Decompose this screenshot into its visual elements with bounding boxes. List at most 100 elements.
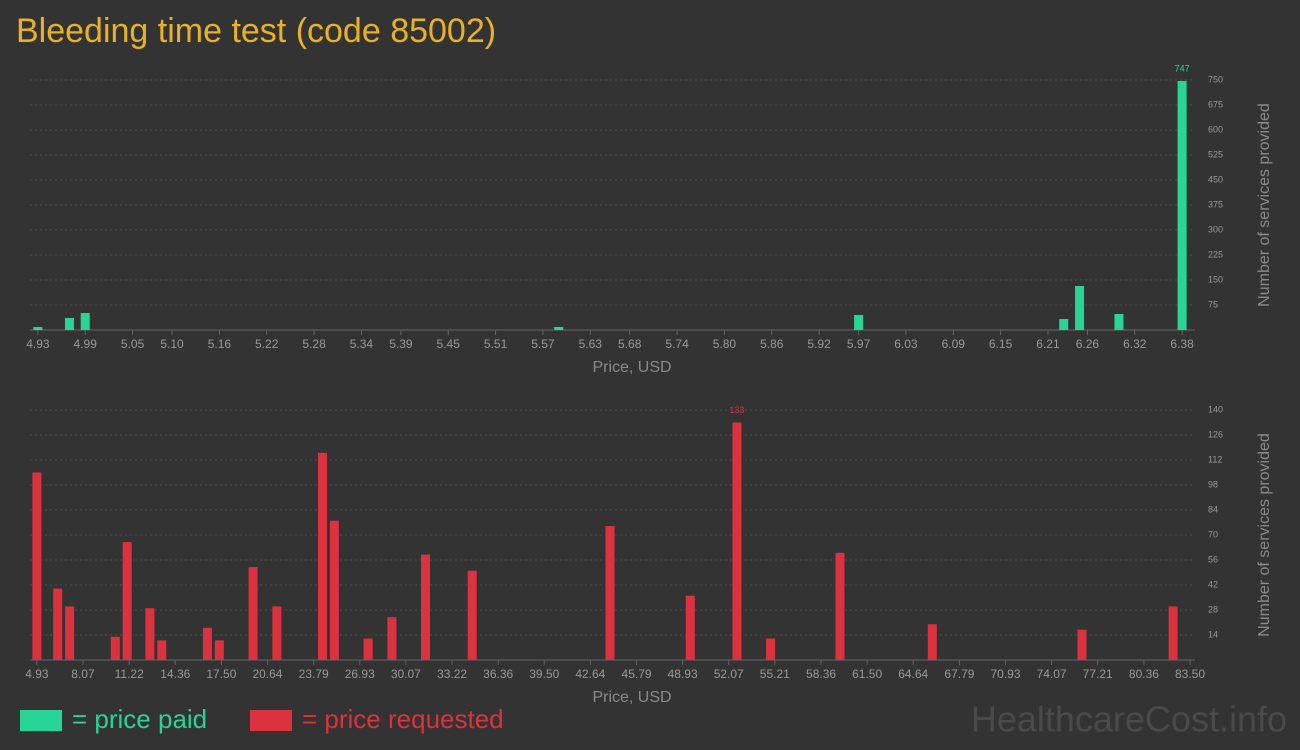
x-tick-label: 77.21 [1083,667,1113,681]
x-tick-label: 83.50 [1175,667,1205,681]
y-tick-label: 750 [1208,74,1223,84]
x-axis-label: Price, USD [592,689,671,706]
bar [835,552,845,660]
y-axis-label: Number of services provided [1256,103,1273,307]
y-tick-label: 56 [1208,554,1218,564]
bar [1075,286,1085,330]
bar [32,472,42,660]
x-tick-label: 80.36 [1129,667,1159,681]
bar [122,542,132,660]
bar [685,595,695,660]
legend-label: = price requested [302,704,504,734]
bar [1114,314,1124,330]
x-tick-label: 4.93 [26,337,50,351]
x-tick-label: 5.10 [160,337,184,351]
bar [145,608,155,660]
bar [421,554,431,660]
x-tick-label: 5.63 [579,337,603,351]
x-tick-label: 5.39 [389,337,413,351]
x-tick-label: 11.22 [115,667,144,681]
x-tick-label: 20.64 [252,667,282,681]
x-tick-label: 23.79 [299,667,329,681]
x-tick-label: 6.32 [1123,337,1147,351]
y-tick-label: 70 [1208,529,1218,539]
x-tick-label: 42.64 [575,667,605,681]
y-tick-label: 75 [1208,299,1218,309]
y-tick-label: 600 [1208,124,1223,134]
legend-swatch [20,710,62,731]
bar [766,638,776,660]
bar [1177,81,1187,330]
x-tick-label: 58.36 [806,667,836,681]
x-tick-label: 6.15 [989,337,1013,351]
y-tick-label: 42 [1208,579,1218,589]
x-tick-label: 4.99 [74,337,98,351]
x-tick-label: 5.68 [618,337,642,351]
x-tick-label: 55.21 [760,667,790,681]
x-tick-label: 74.07 [1037,667,1067,681]
bar [202,627,212,660]
x-tick-label: 61.50 [852,667,882,681]
x-tick-label: 36.36 [483,667,513,681]
x-tick-label: 5.80 [713,337,737,351]
legend-label: = price paid [72,704,207,734]
y-tick-label: 98 [1208,479,1218,489]
x-tick-label: 5.28 [302,337,326,351]
bar [854,315,864,330]
watermark: HealthcareCost.info [971,699,1287,740]
x-tick-label: 64.64 [898,667,928,681]
bar [467,570,477,660]
bar [1077,629,1087,660]
x-tick-label: 6.09 [942,337,966,351]
x-tick-label: 8.07 [71,667,95,681]
bar [80,313,90,330]
x-tick-label: 4.93 [25,667,49,681]
x-tick-label: 5.05 [121,337,145,351]
x-tick-label: 5.92 [807,337,831,351]
y-tick-label: 525 [1208,149,1223,159]
y-tick-label: 150 [1208,274,1223,284]
bar [329,520,339,660]
bar [927,624,937,660]
x-tick-label: 5.74 [665,337,689,351]
x-tick-label: 48.93 [668,667,698,681]
y-tick-label: 14 [1208,629,1218,639]
value-label: 747 [1175,63,1190,73]
x-tick-label: 26.93 [345,667,375,681]
x-tick-label: 14.36 [160,667,190,681]
y-tick-label: 675 [1208,99,1223,109]
y-tick-label: 225 [1208,249,1223,259]
y-tick-label: 84 [1208,504,1218,514]
x-tick-label: 17.50 [206,667,236,681]
x-tick-label: 6.38 [1170,337,1194,351]
bar [1059,319,1069,330]
bar [363,638,373,660]
y-axis-label: Number of services provided [1256,433,1273,637]
bar [1168,606,1178,660]
x-tick-label: 5.16 [208,337,232,351]
x-tick-label: 70.93 [991,667,1021,681]
bar [317,452,327,660]
x-tick-label: 39.50 [529,667,559,681]
y-tick-label: 28 [1208,604,1218,614]
x-tick-label: 67.79 [944,667,974,681]
x-tick-label: 6.03 [894,337,918,351]
y-tick-label: 300 [1208,224,1223,234]
bar [65,606,75,660]
legend-swatch [250,710,292,731]
y-tick-label: 450 [1208,174,1223,184]
y-tick-label: 375 [1208,199,1223,209]
x-tick-label: 5.45 [437,337,461,351]
x-tick-label: 5.22 [255,337,279,351]
bar [214,640,224,660]
x-tick-label: 5.57 [531,337,555,351]
bar [157,640,167,660]
x-tick-label: 5.34 [350,337,374,351]
x-tick-label: 33.22 [437,667,467,681]
y-tick-label: 140 [1208,404,1223,414]
x-tick-label: 30.07 [391,667,421,681]
bar [110,636,120,660]
y-tick-label: 126 [1208,429,1223,439]
